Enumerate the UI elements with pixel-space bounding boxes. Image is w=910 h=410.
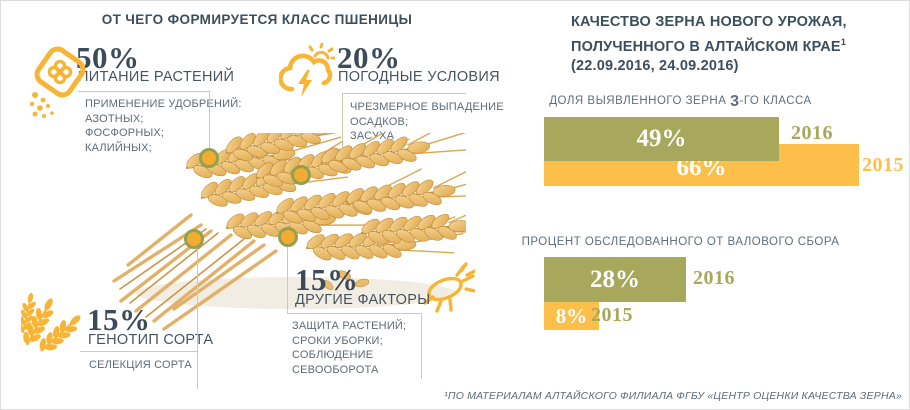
wheat-photo [112, 133, 466, 331]
chart1-title: ДОЛЯ ВЫЯВЛЕННОГО ЗЕРНА 3-ГО КЛАССА [549, 93, 812, 110]
right-title-line1: КАЧЕСТВО ЗЕРНА НОВОГО УРОЖАЯ, [571, 14, 847, 30]
right-title-line3: (22.09.2016, 24.09.2016) [571, 57, 739, 74]
factor-percent: 15% [295, 262, 359, 297]
factor-percent: 20% [337, 40, 401, 75]
bar-value-label: 49% [636, 125, 687, 152]
storm-cloud-icon [279, 43, 335, 97]
wheat-marker-dot [291, 165, 311, 185]
bar-2016-grade3-share: 49% [544, 117, 779, 161]
source-footnote: ¹ПО МАТЕРИАЛАМ АЛТАЙСКОГО ФИЛИАЛА ФГБУ «… [444, 390, 902, 402]
wheat-marker-dot [199, 148, 219, 168]
chart2-title: ПРОЦЕНТ ОБСЛЕДОВАННОГО ОТ ВАЛОВОГО СБОРА [521, 236, 840, 248]
connector-line [209, 91, 210, 148]
connector-line [342, 93, 343, 149]
year-label-2016: 2016 [693, 267, 735, 289]
year-label-2015: 2015 [591, 304, 633, 326]
wheat-marker-dot [184, 229, 204, 249]
wheat-ears-icon [21, 290, 87, 355]
right-title-line2: ПОЛУЧЕННОГО В АЛТАЙСКОМ КРАЕ1 [571, 36, 847, 55]
right-panel-title: КАЧЕСТВО ЗЕРНА НОВОГО УРОЖАЯ, ПОЛУЧЕННОГ… [571, 13, 847, 76]
connector-line [78, 91, 209, 92]
factor-label: ДРУГИЕ ФАКТОРЫ [295, 292, 431, 308]
connector-line [80, 351, 198, 352]
connector-line [287, 247, 288, 313]
bar-value-label: 28% [590, 265, 640, 293]
footnote-marker: 1 [840, 36, 847, 47]
factor-percent: 50% [76, 40, 140, 75]
pest-beetle-icon [423, 262, 475, 313]
year-label-2015: 2015 [862, 154, 904, 176]
factor-details: СЕЛЕКЦИЯ СОРТА [89, 359, 192, 371]
factor-label: ПИТАНИЕ РАСТЕНИЙ [78, 69, 235, 85]
year-label-2016: 2016 [791, 122, 833, 144]
connector-line [342, 93, 466, 94]
connector-line [197, 249, 198, 389]
bar-2015-surveyed-percent: 8% [544, 302, 599, 330]
wheat-marker-dot [278, 227, 298, 247]
connector-line [421, 313, 422, 379]
factor-label: ГЕНОТИП СОРТА [88, 332, 214, 348]
factor-label: ПОГОДНЫЕ УСЛОВИЯ [338, 69, 500, 85]
factor-details: ПРИМЕНЕНИЕ УДОБРЕНИЙ: АЗОТНЫХ; ФОСФОРНЫХ… [85, 98, 242, 154]
bar-value-label: 8% [555, 303, 588, 328]
left-panel-title: ОТ ЧЕГО ФОРМИРУЕТСЯ КЛАСС ПШЕНИЦЫ [101, 12, 413, 27]
fertilizer-bag-icon [29, 46, 86, 118]
connector-line [287, 313, 421, 314]
bar-2016-surveyed-percent: 28% [544, 257, 686, 302]
factor-details: ЗАЩИТА РАСТЕНИЙ; СРОКИ УБОРКИ; СОБЛЮДЕНИ… [292, 320, 407, 376]
